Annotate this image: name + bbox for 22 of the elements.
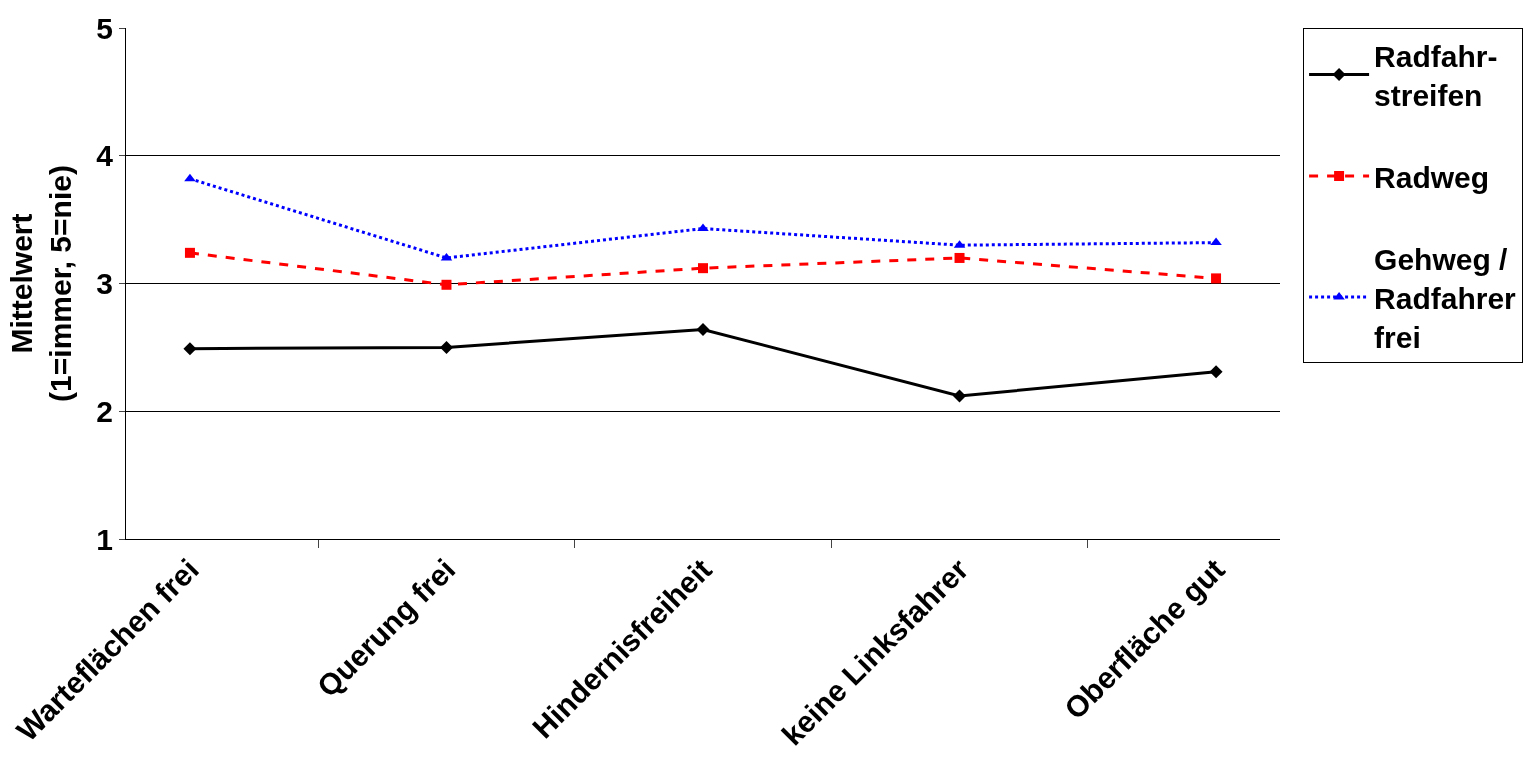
point [696,322,710,336]
point [1210,237,1222,246]
point [954,252,965,263]
point [1211,273,1222,284]
point [953,389,967,403]
point [183,342,197,356]
point [441,279,452,290]
legend-label: Gehweg / Radfahrer frei [1374,242,1517,354]
point [1209,365,1223,379]
y-tick-label: 4 [96,139,114,173]
y-tick-label: 5 [96,11,113,45]
y-tick-label: 1 [96,522,113,556]
y-tick-label: 2 [96,394,113,428]
point [439,340,453,354]
point [698,263,708,274]
point [184,173,196,182]
legend-label: Radfahr-streifen [1374,39,1498,112]
y-tick-label: 3 [96,267,113,300]
point [184,247,195,258]
y-axis-title: Mittelwert (1=immer, 5=nie) [5,165,78,402]
legend-label: Radweg [1374,160,1490,194]
point [697,223,709,232]
